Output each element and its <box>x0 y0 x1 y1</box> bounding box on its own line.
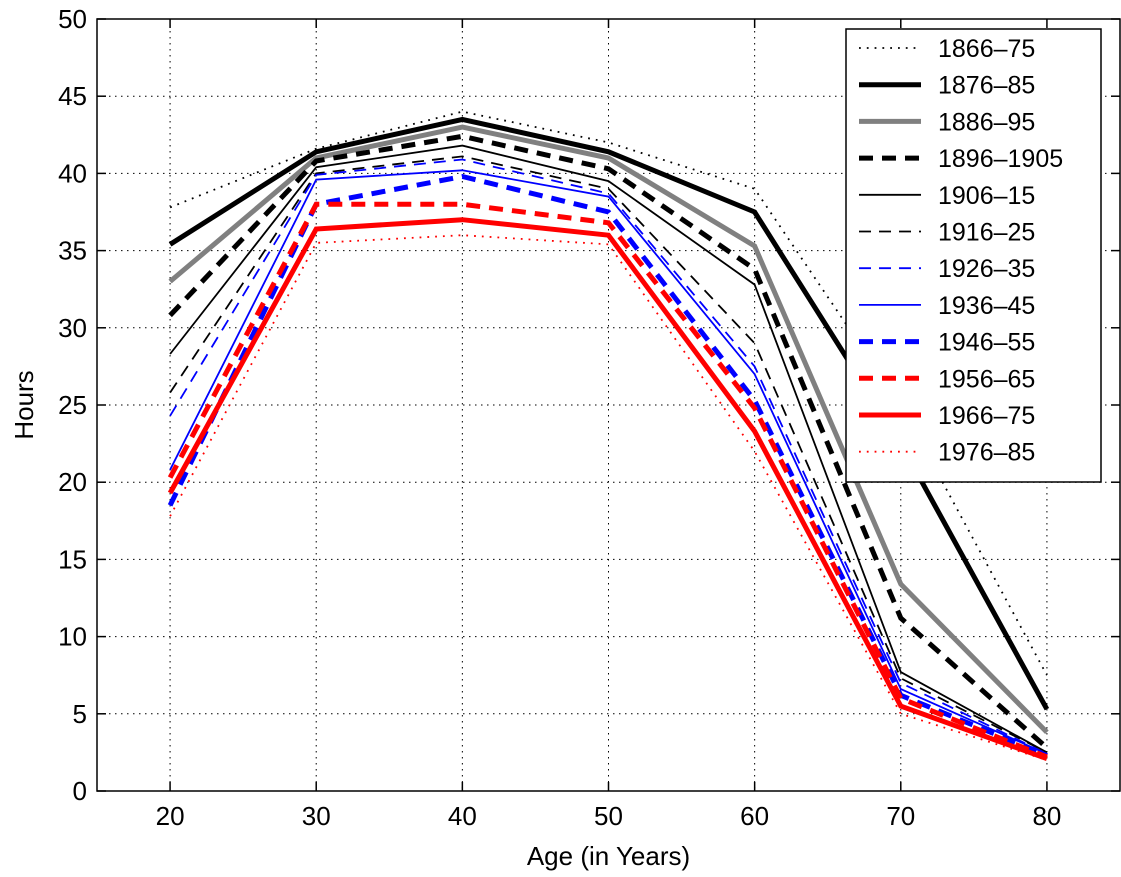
x-axis-label: Age (in Years) <box>527 841 690 871</box>
legend-label: 1886–95 <box>938 108 1035 136</box>
legend-label: 1966–75 <box>938 402 1035 430</box>
x-tick-label: 60 <box>740 801 769 831</box>
y-tick-label: 10 <box>58 622 87 652</box>
axis-ticks: 20 30 40 50 60 70 80 0 5 10 15 20 25 30 35 40 45 50 <box>58 4 1120 831</box>
legend-label: 1956–65 <box>938 365 1035 393</box>
x-tick-label: 70 <box>886 801 915 831</box>
y-tick-label: 40 <box>58 158 87 188</box>
legend-label: 1946–55 <box>938 329 1035 357</box>
y-axis-label: Hours <box>9 370 39 439</box>
y-tick-label: 20 <box>58 467 87 497</box>
legend-label: 1976–85 <box>938 439 1035 467</box>
y-tick-label: 5 <box>73 699 87 729</box>
legend-label: 1906–15 <box>938 182 1035 210</box>
legend-label: 1866–75 <box>938 35 1035 63</box>
legend-label: 1916–25 <box>938 219 1035 247</box>
y-tick-label: 0 <box>73 776 87 806</box>
series-line-7 <box>169 169 1048 755</box>
y-tick-label: 50 <box>58 4 87 34</box>
series-line-10 <box>167 217 1048 761</box>
x-tick-label: 20 <box>156 801 185 831</box>
series-line-0 <box>169 110 1048 676</box>
legend-box <box>845 28 1102 483</box>
x-tick-label: 50 <box>594 801 623 831</box>
x-tick-label: 40 <box>448 801 477 831</box>
legend-label: 1936–45 <box>938 292 1035 320</box>
series-line-5 <box>169 155 1048 754</box>
series-line-3 <box>168 133 1049 750</box>
legend-label: 1926–35 <box>938 255 1035 283</box>
series-line-6 <box>169 158 1048 755</box>
legend-label: 1896–1905 <box>938 145 1063 173</box>
y-tick-label: 25 <box>58 390 87 420</box>
series-line-4 <box>169 144 1048 754</box>
x-tick-label: 30 <box>302 801 331 831</box>
y-tick-label: 35 <box>58 236 87 266</box>
y-tick-label: 45 <box>58 81 87 111</box>
x-tick-label: 80 <box>1032 801 1061 831</box>
legend-label: 1876–85 <box>938 72 1035 100</box>
series-line-9 <box>167 201 1048 760</box>
series-line-2 <box>168 124 1049 735</box>
legend: 1866–75 1876–85 1886–95 1896–1905 1906–15 191… <box>845 28 1102 483</box>
y-tick-label: 30 <box>58 313 87 343</box>
y-tick-label: 15 <box>58 544 87 574</box>
